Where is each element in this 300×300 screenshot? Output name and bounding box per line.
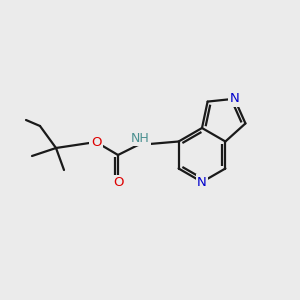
Text: O: O [91,136,101,148]
Text: N: N [230,92,239,105]
Text: O: O [113,176,123,190]
Text: NH: NH [130,131,149,145]
Text: N: N [197,176,207,188]
